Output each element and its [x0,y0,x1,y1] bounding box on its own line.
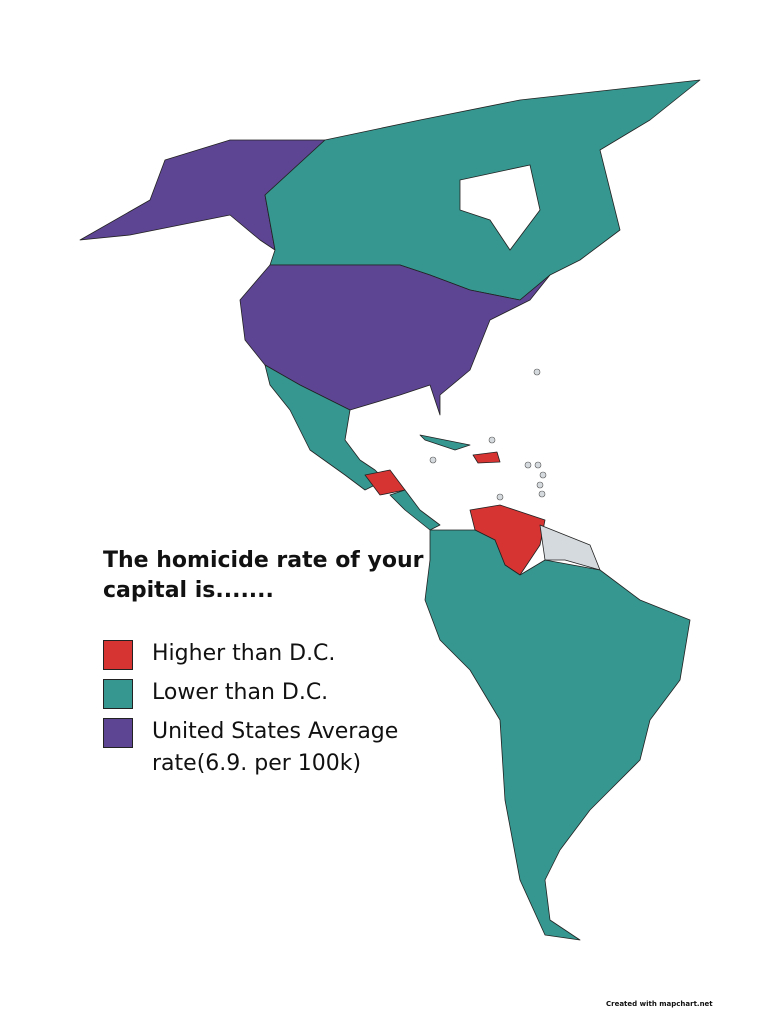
hudson-bay [459,164,541,251]
hispaniola [472,451,501,464]
central-america-north [364,469,406,496]
legend-title: The homicide rate of your capital is....… [103,548,424,603]
legend-label: Higher than D.C. [152,641,336,666]
caribbean-islands [429,368,547,501]
south-america [424,529,691,941]
legend-swatch [103,718,133,748]
legend-item: Lower than D.C. [103,679,422,709]
cuba [419,434,471,451]
central-america-south [389,489,441,531]
legend-item: United States Average rate(6.9. per 100k… [103,718,422,780]
legend-swatch [103,679,133,709]
legend-swatch [103,640,133,670]
credit: Created with mapchart.net [606,1000,713,1008]
legend-label: Lower than D.C. [152,680,329,705]
legend-item: Higher than D.C. [103,640,422,670]
guianas [539,524,601,571]
legend-label: United States Average rate(6.9. per 100k… [152,719,399,776]
